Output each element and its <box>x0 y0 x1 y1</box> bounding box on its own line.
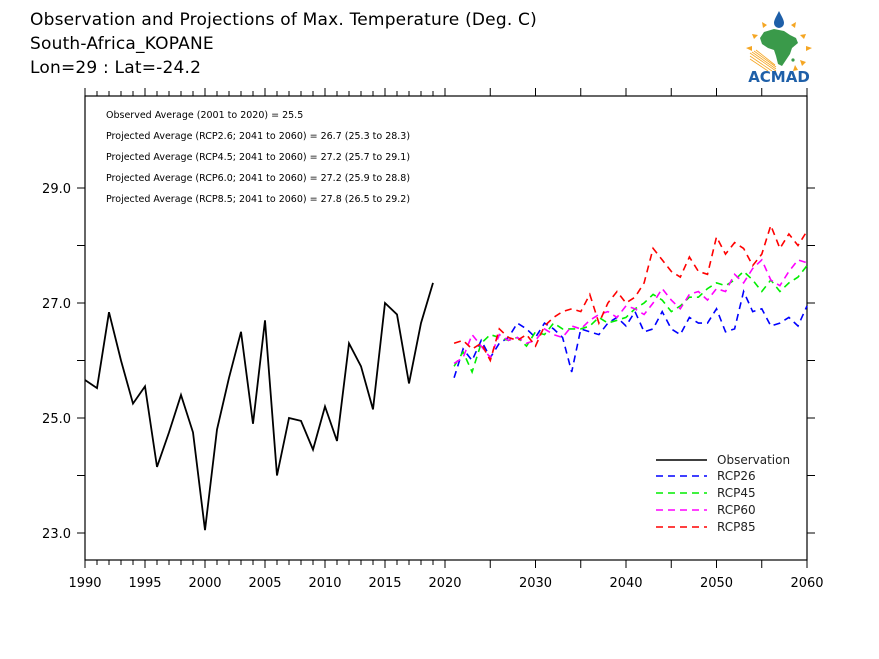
annotation-observed-average: Observed Average (2001 to 2020) = 25.5 <box>106 110 303 121</box>
x-tick-label: 2005 <box>248 576 281 591</box>
series-line-rcp26 <box>453 289 808 379</box>
annotation-rcp85-average: Projected Average (RCP8.5; 2041 to 2060)… <box>106 194 410 205</box>
acmad-africa-logo-icon: ACMAD <box>746 11 812 86</box>
y-tick-label: 23.0 <box>42 527 71 542</box>
legend-label-rcp45: RCP45 <box>717 486 756 500</box>
legend-label-rcp26: RCP26 <box>717 469 756 483</box>
series-layer <box>84 223 808 531</box>
y-axis: 23.0 25.0 27.0 29.0 <box>42 182 815 542</box>
location-coords: Lon=29 : Lat=-24.2 <box>30 58 202 78</box>
x-tick-label: 2010 <box>308 576 341 591</box>
series-line-rcp85 <box>453 223 808 363</box>
location-name: South-Africa_KOPANE <box>30 34 214 54</box>
series-line-observation <box>84 282 434 531</box>
legend-label-rcp85: RCP85 <box>717 520 756 534</box>
acmad-logo-text: ACMAD <box>748 68 810 84</box>
x-tick-label: 1995 <box>128 576 161 591</box>
series-line-rcp45 <box>453 265 808 375</box>
acmad-logo: ACMAD <box>740 8 818 86</box>
y-tick-label: 25.0 <box>42 412 71 427</box>
x-axis: 1990 1995 2000 2005 2010 2015 2020 2030 2040 2050… <box>68 88 824 591</box>
legend: Observation RCP26 RCP45 RCP60 RCP85 <box>656 453 790 534</box>
legend-label-observation: Observation <box>717 453 790 467</box>
y-tick-label: 29.0 <box>42 182 71 197</box>
annotation-rcp26-average: Projected Average (RCP2.6; 2041 to 2060)… <box>106 131 410 142</box>
x-tick-label: 2030 <box>519 576 552 591</box>
x-tick-label: 1990 <box>68 576 101 591</box>
y-tick-label: 27.0 <box>42 297 71 312</box>
annotation-rcp45-average: Projected Average (RCP4.5; 2041 to 2060)… <box>106 152 410 163</box>
legend-label-rcp60: RCP60 <box>717 503 756 517</box>
x-tick-label: 2020 <box>428 576 461 591</box>
x-tick-label: 2050 <box>700 576 733 591</box>
x-tick-label: 2015 <box>368 576 401 591</box>
stats-annotations: Observed Average (2001 to 2020) = 25.5 P… <box>106 110 410 205</box>
chart-title: Observation and Projections of Max. Temp… <box>30 10 537 30</box>
x-tick-label: 2040 <box>609 576 642 591</box>
annotation-rcp60-average: Projected Average (RCP6.0; 2041 to 2060)… <box>106 173 410 184</box>
x-tick-label: 2060 <box>790 576 823 591</box>
x-tick-label: 2000 <box>188 576 221 591</box>
plot-frame <box>84 95 808 561</box>
